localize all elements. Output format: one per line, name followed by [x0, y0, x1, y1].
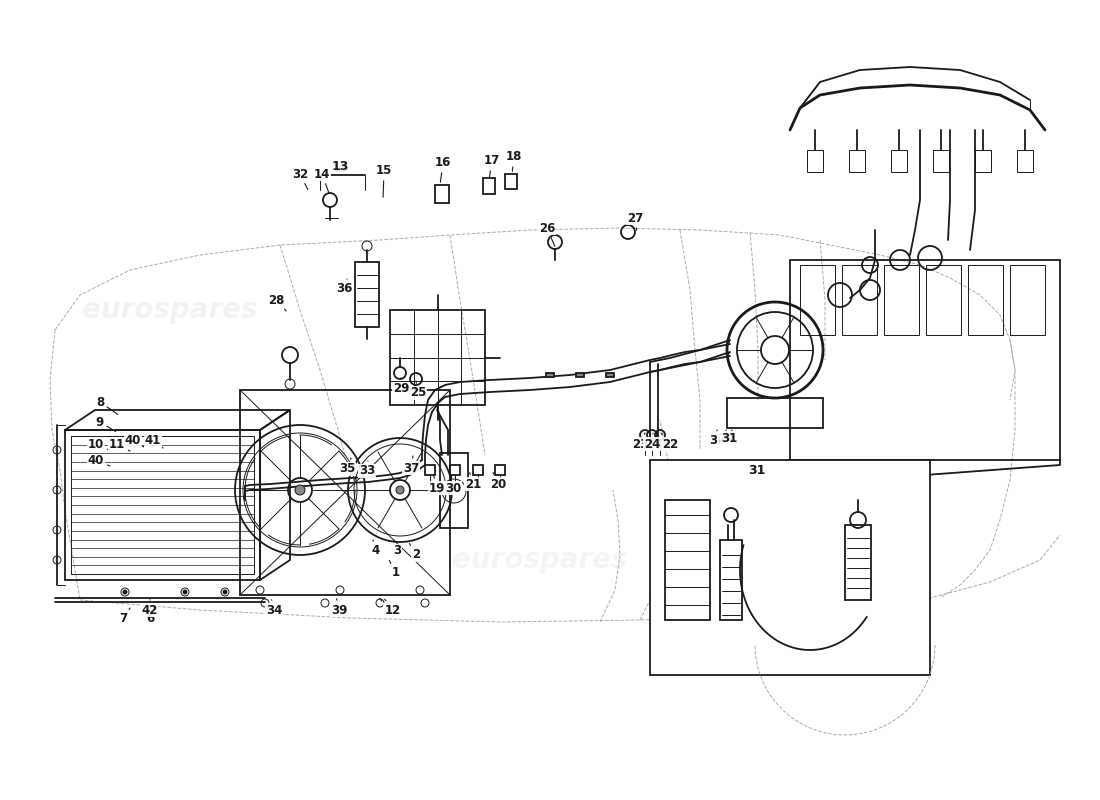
Text: eurospares: eurospares: [692, 546, 868, 574]
Text: 7: 7: [119, 608, 130, 626]
Circle shape: [183, 590, 187, 594]
Text: 12: 12: [385, 599, 402, 617]
Bar: [425, 465, 435, 475]
Bar: [434, 185, 449, 203]
Text: 11: 11: [109, 438, 130, 451]
Text: 38: 38: [708, 430, 725, 447]
Bar: [355, 262, 380, 327]
Text: 16: 16: [434, 157, 451, 182]
Text: 24: 24: [644, 433, 660, 450]
Bar: [845, 525, 871, 600]
Bar: [505, 174, 517, 189]
Bar: [891, 150, 908, 172]
Text: 19: 19: [429, 476, 446, 494]
Text: 4: 4: [372, 540, 381, 558]
Text: 42: 42: [142, 600, 158, 617]
Text: 13: 13: [331, 161, 349, 174]
Text: 23: 23: [631, 433, 648, 450]
Text: 13: 13: [331, 162, 349, 174]
Text: 41: 41: [145, 434, 163, 448]
Bar: [1018, 150, 1033, 172]
Bar: [650, 460, 930, 675]
Text: 21: 21: [465, 473, 481, 490]
Bar: [849, 150, 865, 172]
Bar: [968, 265, 1003, 335]
Bar: [975, 150, 991, 172]
Text: eurospares: eurospares: [82, 296, 257, 324]
Text: 8: 8: [96, 395, 118, 414]
Text: 2: 2: [409, 543, 420, 562]
Bar: [1010, 265, 1045, 335]
Text: 1: 1: [389, 561, 400, 579]
Circle shape: [396, 486, 404, 494]
Text: 33: 33: [359, 461, 375, 478]
Text: 37: 37: [403, 456, 419, 474]
Bar: [926, 265, 961, 335]
Bar: [72, 436, 254, 574]
Text: 31: 31: [748, 465, 766, 478]
Bar: [546, 373, 554, 377]
Text: 40: 40: [124, 434, 144, 447]
Bar: [842, 265, 877, 335]
Bar: [450, 465, 460, 475]
Text: 3: 3: [393, 540, 402, 558]
Text: 10: 10: [88, 438, 109, 451]
Text: 31: 31: [720, 430, 737, 445]
Bar: [483, 178, 495, 194]
Text: 25: 25: [410, 381, 426, 399]
Circle shape: [123, 590, 126, 594]
Text: 27: 27: [627, 211, 644, 230]
Text: 32: 32: [292, 167, 308, 190]
Text: 5: 5: [379, 598, 392, 617]
Text: 18: 18: [506, 150, 522, 171]
Text: 6: 6: [146, 610, 156, 626]
Text: 30: 30: [444, 476, 461, 494]
Circle shape: [295, 485, 305, 495]
Bar: [807, 150, 823, 172]
Text: 40: 40: [88, 454, 110, 467]
Text: 24: 24: [718, 430, 734, 445]
Text: 15: 15: [376, 165, 393, 198]
Bar: [495, 465, 505, 475]
Text: 34: 34: [266, 600, 283, 617]
Text: 35: 35: [339, 458, 355, 475]
Text: 36: 36: [336, 279, 352, 295]
Bar: [65, 430, 260, 580]
Bar: [933, 150, 949, 172]
Bar: [800, 265, 835, 335]
Bar: [240, 390, 450, 595]
Bar: [727, 398, 823, 428]
Bar: [720, 540, 742, 620]
Bar: [390, 310, 485, 405]
Text: 17: 17: [484, 154, 500, 178]
Text: 31: 31: [749, 465, 766, 478]
Bar: [790, 260, 1060, 460]
Bar: [473, 465, 483, 475]
Text: eurospares: eurospares: [452, 546, 628, 574]
Circle shape: [223, 590, 227, 594]
Text: 14: 14: [314, 167, 330, 194]
Text: 9: 9: [96, 415, 115, 431]
Text: 28: 28: [267, 294, 286, 311]
Text: 29: 29: [393, 378, 409, 395]
Text: 20: 20: [490, 473, 506, 490]
Bar: [666, 500, 710, 620]
Bar: [606, 373, 614, 377]
Bar: [576, 373, 584, 377]
Text: 26: 26: [539, 222, 556, 246]
Text: 22: 22: [661, 433, 678, 450]
Bar: [884, 265, 918, 335]
Text: 39: 39: [331, 598, 348, 617]
Bar: [440, 453, 467, 528]
